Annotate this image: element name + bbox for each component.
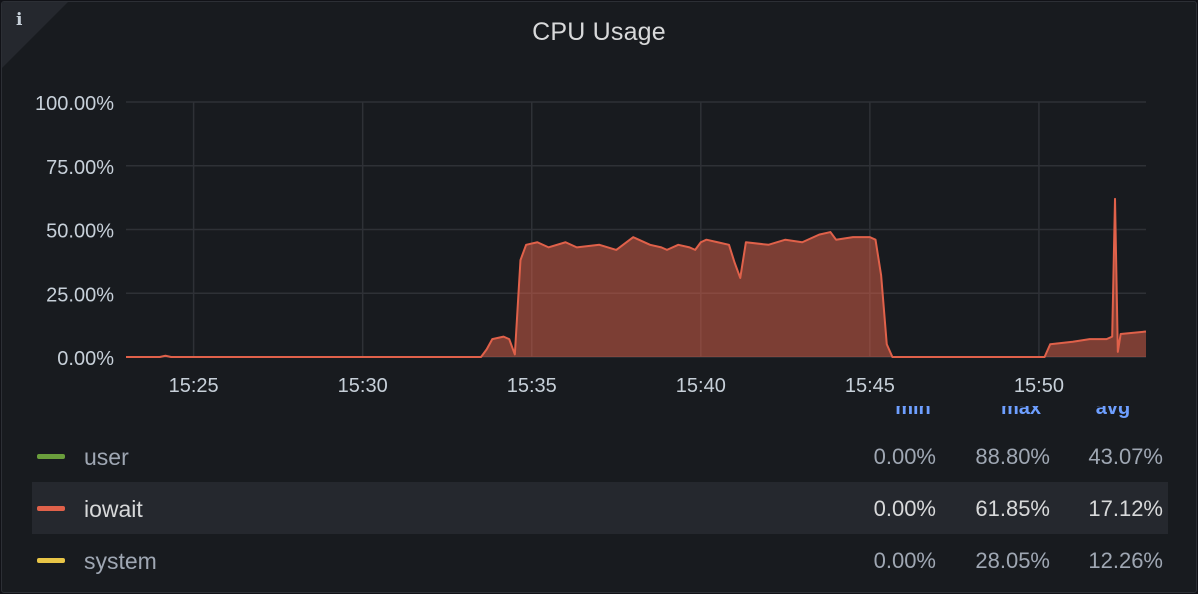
y-tick-label: 50.00% [46,221,114,243]
chart-series [126,197,1147,358]
x-tick-label: 15:30 [338,375,388,397]
legend-row-system[interactable]: system 0.00% 28.05% 12.26% [32,534,1168,586]
legend-header-avg[interactable]: avg [1095,406,1131,418]
legend-min-iowait: 0.00% [873,496,936,521]
legend-avg-iowait: 17.12% [1088,496,1163,521]
x-tick-label: 15:50 [1014,375,1064,397]
x-axis: 15:25 15:30 15:35 15:40 15:45 15:50 [169,375,1064,397]
legend-max-user: 88.80% [975,444,1050,469]
cpu-usage-chart[interactable]: 0.00% 25.00% 50.00% 75.00% 100.00% 15:25 15:3… [2,2,1196,412]
x-tick-label: 15:45 [845,375,895,397]
legend-label-iowait: iowait [84,496,143,522]
legend-row-user[interactable]: user 0.00% 88.80% 43.07% [32,430,1168,482]
panel-title[interactable]: CPU Usage [532,18,666,46]
legend-header-min[interactable]: min [895,406,931,418]
legend-min-user: 0.00% [873,444,936,469]
series-line-iowait[interactable] [126,197,1147,358]
legend-row-iowait[interactable]: iowait 0.00% 61.85% 17.12% [32,482,1168,534]
x-tick-label: 15:35 [507,375,557,397]
y-tick-label: 0.00% [57,348,114,370]
series-area-iowait[interactable] [126,198,1146,357]
legend-header-max[interactable]: max [1000,406,1042,418]
legend-swatch-user [37,454,65,459]
legend-label-user: user [84,444,129,470]
x-tick-label: 15:25 [169,375,219,397]
legend-min-system: 0.00% [873,548,936,573]
y-tick-label: 75.00% [46,157,114,179]
legend-avg-user: 43.07% [1088,444,1163,469]
info-corner [2,2,68,68]
legend-avg-system: 12.26% [1088,548,1163,573]
legend-max-iowait: 61.85% [975,496,1050,521]
y-tick-label: 100.00% [35,93,114,115]
y-tick-label: 25.00% [46,284,114,306]
legend-swatch-system [37,558,65,563]
x-tick-label: 15:40 [676,375,726,397]
legend-label-system: system [84,548,157,574]
legend-swatch-iowait [37,506,65,511]
chart-grid [126,101,1146,358]
y-axis: 0.00% 25.00% 50.00% 75.00% 100.00% [35,93,114,370]
info-icon[interactable]: i [16,10,23,30]
legend-max-system: 28.05% [975,548,1050,573]
